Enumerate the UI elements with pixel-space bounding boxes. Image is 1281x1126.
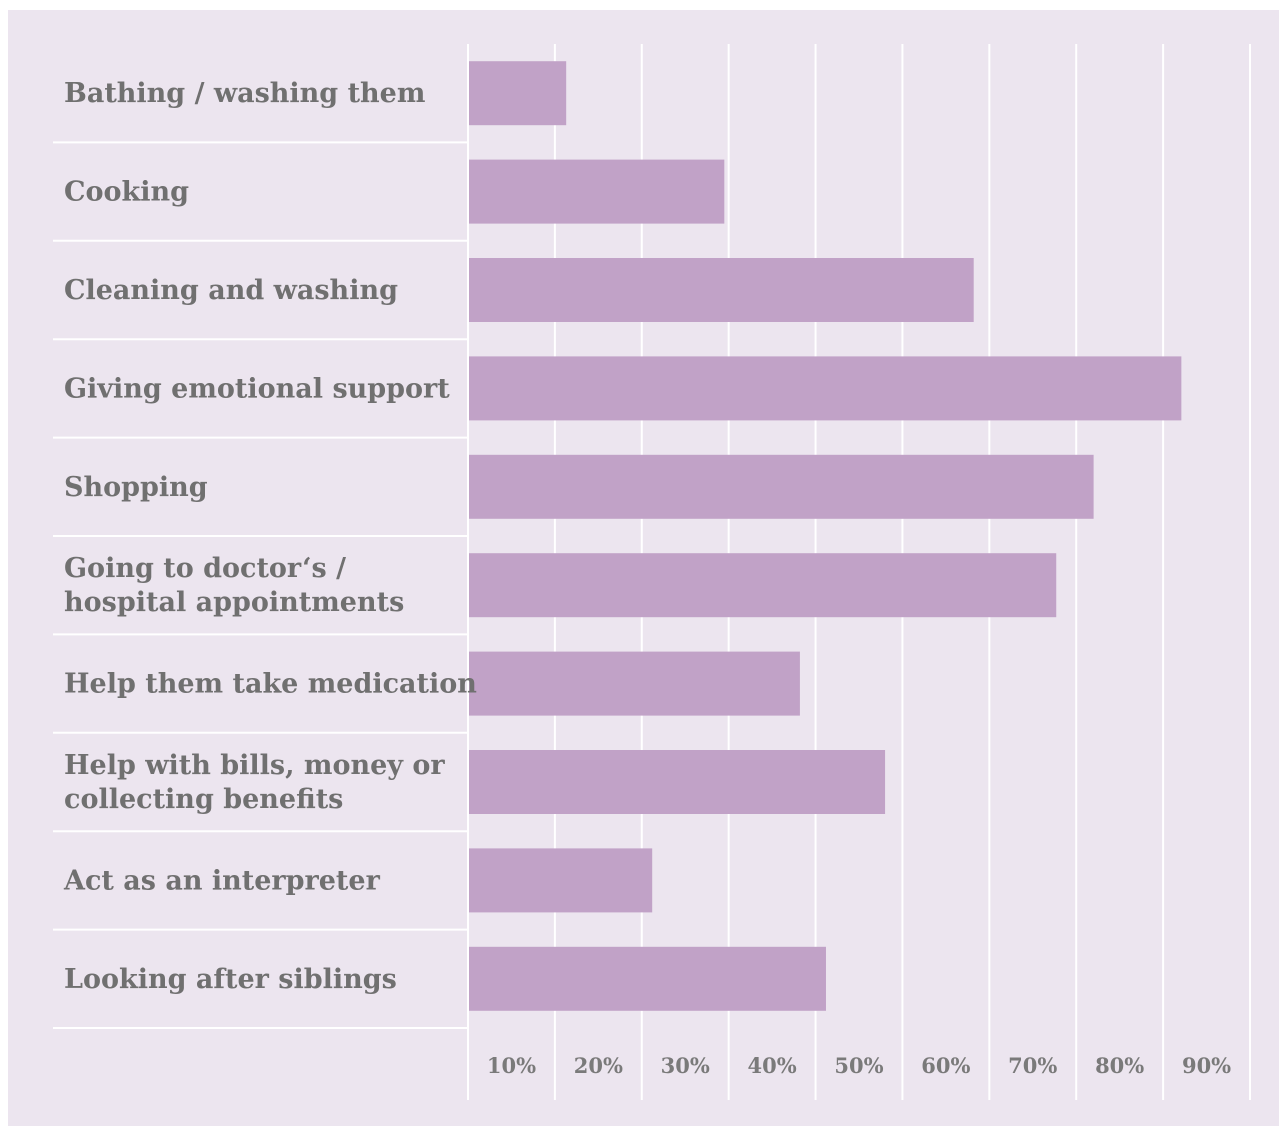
category-label: Cleaning and washing (64, 275, 398, 306)
bar (469, 61, 566, 125)
tick-label: 90% (1182, 1053, 1231, 1078)
x-axis-tick-labels: 10% 20% 30% 40% 50% 60% 70% 80% 90% (487, 1053, 1231, 1078)
bar (469, 947, 826, 1011)
bars (469, 61, 1181, 1011)
bar (469, 848, 652, 912)
category-label: Going to doctor‘s / (64, 553, 346, 584)
category-label: hospital appointments (64, 587, 404, 618)
tick-label: 70% (1008, 1053, 1057, 1078)
bar-chart: Bathing / washing them Cooking Cleaning an… (8, 10, 1279, 1126)
tick-label: 50% (834, 1053, 883, 1078)
category-label: Help with bills, money or (64, 750, 445, 781)
tick-label: 60% (921, 1053, 970, 1078)
category-label: Giving emotional support (64, 373, 450, 404)
bar (469, 160, 724, 224)
category-label: Cooking (64, 177, 189, 208)
category-label: Bathing / washing them (64, 78, 425, 109)
bar (469, 356, 1181, 420)
tick-label: 20% (574, 1053, 623, 1078)
bar (469, 750, 885, 814)
tick-label: 30% (661, 1053, 710, 1078)
tick-label: 80% (1095, 1053, 1144, 1078)
tick-label: 10% (487, 1053, 536, 1078)
category-label: Shopping (64, 472, 208, 503)
category-label: Looking after siblings (64, 964, 397, 995)
category-label: Help them take medication (64, 669, 477, 700)
bar (469, 652, 800, 716)
tick-label: 40% (748, 1053, 797, 1078)
category-label: Act as an interpreter (63, 865, 381, 896)
bar (469, 553, 1056, 617)
bar (469, 455, 1094, 519)
bar (469, 258, 974, 322)
category-label: collecting benefits (64, 784, 343, 815)
chart-panel: Bathing / washing them Cooking Cleaning an… (8, 10, 1279, 1126)
